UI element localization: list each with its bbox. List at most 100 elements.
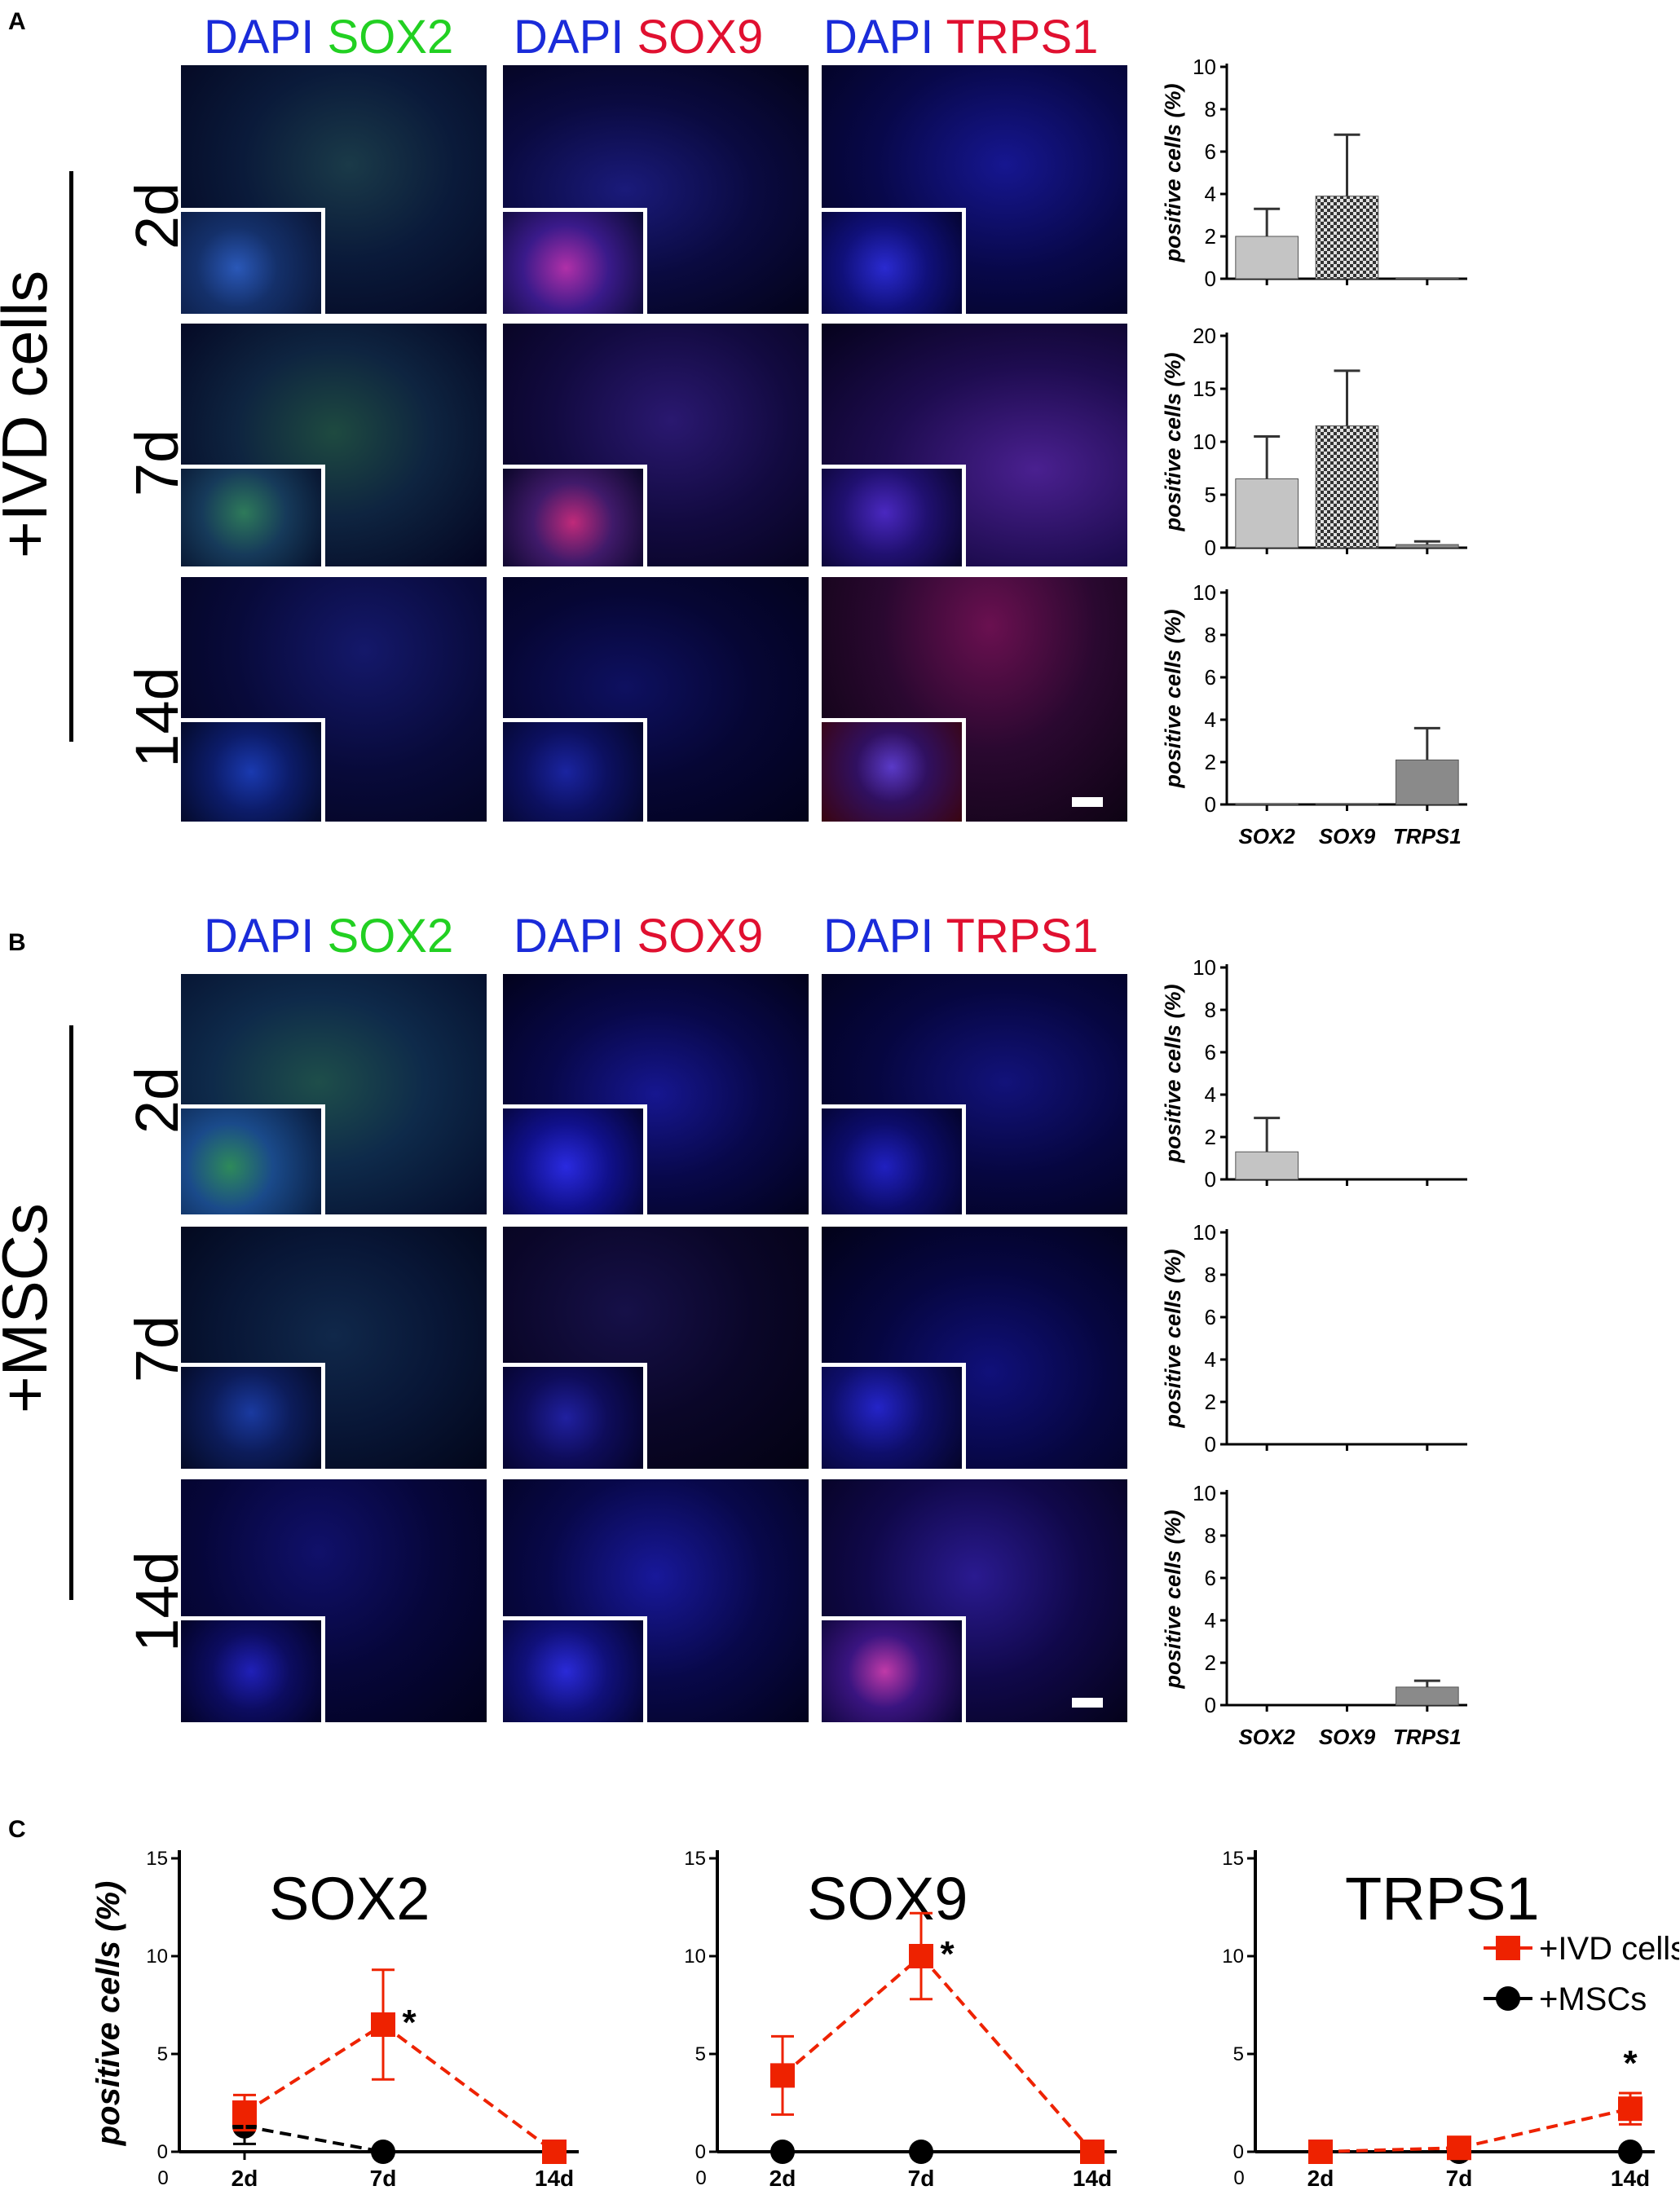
y-tick-label: 10 xyxy=(1193,580,1216,605)
y-tick-label: 15 xyxy=(1222,1848,1244,1870)
y-tick-label: 8 xyxy=(1205,97,1216,121)
series-line xyxy=(781,1955,923,2077)
y-tick-label: 0 xyxy=(1205,1167,1216,1192)
inset-zoom xyxy=(503,465,647,566)
header-sox2-a: DAPI SOX2 xyxy=(204,11,454,64)
x-origin-label: 0 xyxy=(157,2167,168,2189)
inset-zoom xyxy=(181,465,325,566)
inset-zoom xyxy=(181,208,325,314)
y-tick-label: 8 xyxy=(1205,1523,1216,1548)
scale-bar xyxy=(1072,1698,1103,1708)
data-point-msc xyxy=(1618,2140,1643,2164)
data-point-ivd xyxy=(542,2140,567,2164)
y-tick-label: 10 xyxy=(684,1946,706,1968)
micrograph-a-sox2-14d xyxy=(181,577,487,822)
y-tick-label: 8 xyxy=(1205,998,1216,1022)
y-tick-label: 2 xyxy=(1205,750,1216,774)
day-label-b-7d: 7d xyxy=(123,1315,191,1383)
inset-zoom xyxy=(503,1616,647,1722)
y-tick-label: 6 xyxy=(1205,1305,1216,1329)
y-tick-label: 0 xyxy=(1205,535,1216,560)
x-tick-label: SOX9 xyxy=(1319,824,1376,848)
bar-chart-a-14d: positive cells (%) 0 2 4 6 8 10 SOX2 SOX9 TRPS1 xyxy=(1161,580,1467,848)
group-line-b xyxy=(69,1025,73,1600)
y-tick-label: 10 xyxy=(1193,430,1216,454)
group-label-ivd: +IVD cells xyxy=(0,270,60,558)
x-tick-label: SOX2 xyxy=(1238,824,1295,848)
chart-title: SOX9 xyxy=(807,1865,968,1933)
y-tick-label: 10 xyxy=(1193,55,1216,79)
bar-chart-a-2d: positive cells (%) 0 2 4 6 8 10 xyxy=(1161,55,1467,291)
series-line xyxy=(1320,2146,1460,2153)
x-tick-label: 7d xyxy=(908,2166,935,2191)
x-tick-label: 14d xyxy=(535,2166,574,2191)
x-tick-label: 7d xyxy=(1446,2166,1473,2191)
micrograph-a-trps1-2d xyxy=(822,65,1127,314)
line-chart-trps1: TRPS1 0 5 10 15 0 2d 7d 14d * +IVD cells +MSCs xyxy=(1222,1848,1679,2191)
line-chart-sox9: SOX9 0 5 10 15 0 2d 7d 14d * xyxy=(684,1848,1117,2191)
inset-zoom xyxy=(181,1104,325,1214)
series-line xyxy=(1458,2107,1631,2150)
inset-zoom xyxy=(503,1104,647,1214)
bar-sox2 xyxy=(1235,478,1299,549)
x-tick-label: SOX9 xyxy=(1319,1725,1376,1749)
y-tick-label: 8 xyxy=(1205,623,1216,647)
bar-sox2 xyxy=(1235,1151,1299,1180)
y-tick-label: 2 xyxy=(1205,224,1216,249)
y-axis-label: positive cells (%) xyxy=(1161,984,1185,1163)
micrograph-a-sox2-2d xyxy=(181,65,487,314)
x-tick-label: 2d xyxy=(769,2166,796,2191)
y-tick-label: 8 xyxy=(1205,1263,1216,1287)
significance-marker: * xyxy=(402,2003,417,2043)
y-tick-label: 10 xyxy=(1193,955,1216,980)
micrograph-b-trps1-2d xyxy=(822,974,1127,1214)
y-tick-label: 6 xyxy=(1205,1040,1216,1064)
bar-chart-b-14d: positive cells (%) 0 2 4 6 8 10 SOX2 SOX9 TRPS1 xyxy=(1161,1481,1467,1749)
y-tick-label: 5 xyxy=(695,2043,706,2065)
legend-marker-ivd xyxy=(1496,1936,1520,1960)
micrograph-b-sox2-2d xyxy=(181,974,487,1214)
significance-marker: * xyxy=(1623,2043,1638,2083)
bar-sox9 xyxy=(1315,425,1379,549)
legend-marker-msc xyxy=(1496,1986,1520,2011)
y-axis-label: positive cells (%) xyxy=(1161,352,1185,531)
y-tick-label: 0 xyxy=(1205,1432,1216,1457)
bar-trps1 xyxy=(1395,759,1459,805)
inset-zoom xyxy=(822,208,966,314)
header-sox9-b: DAPI SOX9 xyxy=(514,910,764,963)
y-tick-label: 4 xyxy=(1205,707,1216,732)
data-point-ivd xyxy=(770,2063,795,2088)
chart-title: SOX2 xyxy=(269,1865,430,1933)
y-tick-label: 20 xyxy=(1193,324,1216,348)
y-tick-label: 0 xyxy=(1205,792,1216,817)
inset-zoom xyxy=(181,1363,325,1469)
chart-title: TRPS1 xyxy=(1345,1865,1540,1933)
day-label-b-14d: 14d xyxy=(123,1551,191,1652)
data-point-msc xyxy=(770,2140,795,2164)
inset-zoom xyxy=(181,718,325,822)
y-tick-label: 5 xyxy=(1205,483,1216,507)
y-tick-label: 10 xyxy=(1222,1946,1244,1968)
x-tick-label: 14d xyxy=(1611,2166,1650,2191)
day-label-a-2d: 2d xyxy=(123,182,191,250)
data-point-ivd xyxy=(232,2100,257,2125)
bar-trps1 xyxy=(1395,277,1459,280)
x-tick-label: 2d xyxy=(1307,2166,1334,2191)
micrograph-a-sox9-2d xyxy=(503,65,809,314)
micrograph-a-trps1-14d xyxy=(822,577,1127,822)
y-axis-label: positive cells (%) xyxy=(90,1881,126,2147)
inset-zoom xyxy=(822,718,966,822)
y-axis-label: positive cells (%) xyxy=(1161,83,1185,262)
inset-zoom xyxy=(822,1363,966,1469)
day-label-a-14d: 14d xyxy=(123,667,191,768)
y-tick-label: 4 xyxy=(1205,1082,1216,1107)
inset-zoom xyxy=(503,1363,647,1469)
micrograph-a-sox2-7d xyxy=(181,324,487,566)
day-label-b-2d: 2d xyxy=(123,1066,191,1135)
bar-chart-b-2d: positive cells (%) 0 2 4 6 8 10 xyxy=(1161,955,1467,1192)
bar-sox9 xyxy=(1315,196,1379,280)
y-tick-label: 6 xyxy=(1205,1566,1216,1590)
y-axis-label: positive cells (%) xyxy=(1161,1249,1185,1428)
panel-label-a: A xyxy=(8,8,26,35)
inset-zoom xyxy=(822,1104,966,1214)
